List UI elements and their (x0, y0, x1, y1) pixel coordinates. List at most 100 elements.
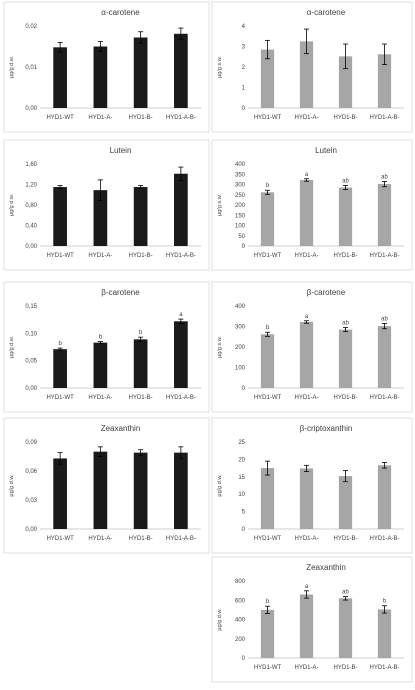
x-tick-label: HYD1-WT (46, 395, 74, 401)
y-tick-label: 0 (242, 244, 246, 250)
x-tick-label: HYD1-A-B- (369, 395, 399, 401)
significance-letter: b (139, 330, 143, 336)
bar (260, 334, 275, 388)
significance-letter: ab (381, 316, 388, 322)
y-tick-label: 0 (242, 656, 246, 662)
y-tick-label: 0,40 (25, 224, 37, 230)
bar (174, 452, 188, 529)
chart-panel-1: α-carotene μg/g d.w. 0,00 0,01 0,02 HYD1-WT HY… (3, 1, 210, 133)
y-tick-label: 200 (235, 637, 246, 643)
x-tick-label: HYD1-A- (88, 253, 112, 259)
y-tick-label: 0 (242, 106, 246, 112)
y-tick-label: 100 (235, 366, 246, 372)
x-tick-label: HYD1-A-B- (166, 395, 196, 401)
y-tick-label: 0,00 (25, 106, 37, 112)
bar (377, 465, 392, 529)
x-tick-label: HYD1-WT (254, 115, 282, 121)
chart-title: β-carotene (101, 288, 140, 297)
y-tick-label: 3 (242, 45, 246, 51)
bar (377, 54, 392, 108)
bar (93, 46, 108, 108)
bar (133, 37, 148, 109)
bar (260, 192, 275, 246)
significance-letter: a (179, 312, 183, 318)
y-tick-label: 5 (242, 510, 246, 516)
bar (260, 609, 275, 658)
bar (53, 458, 67, 529)
significance-letter: a (305, 584, 309, 590)
y-tick-label: 2 (242, 65, 246, 71)
bar (260, 468, 275, 529)
y-tick-label: 300 (235, 325, 246, 331)
y-axis-label: μg/g d.w. (217, 474, 223, 497)
y-tick-label: 0,09 (25, 440, 37, 446)
y-axis-label: μg/g d.w. (9, 193, 15, 216)
significance-letter: ab (381, 174, 388, 180)
y-tick-label: 0,02 (25, 24, 37, 30)
x-tick-label: HYD1-WT (254, 536, 282, 542)
x-tick-label: HYD1-A-B- (369, 115, 399, 121)
y-tick-label: 150 (235, 213, 246, 219)
chart-panel-4: Lutein μg/g s.w. 0 50 100 150 200 250 300 350 400 b… (211, 139, 413, 271)
bar (53, 187, 67, 246)
x-tick-label: HYD1-A-B- (369, 536, 399, 542)
y-tick-label: 800 (235, 579, 246, 585)
significance-letter: b (383, 599, 387, 605)
y-tick-label: 4 (242, 24, 246, 30)
y-tick-label: 0,00 (25, 244, 37, 250)
bar (338, 187, 353, 246)
bar (299, 321, 314, 388)
y-axis-label: μg/g d.w. (9, 335, 15, 358)
y-tick-label: 1,60 (25, 162, 37, 168)
y-axis-label: μg/g d.w. (9, 55, 15, 78)
x-tick-label: HYD1-WT (46, 253, 74, 259)
significance-letter: ab (342, 179, 349, 185)
significance-letter: b (266, 599, 270, 605)
y-tick-label: 400 (235, 618, 246, 624)
y-tick-label: 1 (242, 86, 246, 92)
chart-panel-2: α-carotene μg/g s.w. 0 1 2 3 4 HYD1-WT HYD1-A- HY… (211, 1, 413, 133)
x-tick-label: HYD1-A-B- (166, 253, 196, 259)
chart-panel-9: Zeaxanthin μg/g d.w. 0 200 400 600 800 b HYD1-WT… (211, 556, 413, 683)
bar (338, 476, 353, 529)
chart-panel-8: β-criptoxanthin μg/g d.w. 0 5 10 15 20 25 HYD1-W… (211, 417, 413, 554)
y-axis-label: μg/g s.w. (217, 56, 223, 78)
x-tick-label: HYD1-B- (333, 253, 357, 259)
bar (299, 41, 314, 108)
bar (133, 339, 148, 388)
bar (174, 321, 188, 388)
y-tick-label: 100 (235, 224, 246, 230)
x-tick-label: HYD1-WT (254, 665, 282, 671)
y-axis-label: μg/g s.w. (217, 336, 223, 358)
chart-title: β-criptoxanthin (300, 424, 353, 433)
bar (93, 190, 108, 246)
y-tick-label: 350 (235, 172, 246, 178)
x-tick-label: HYD1-A- (294, 253, 318, 259)
x-tick-label: HYD1-WT (254, 395, 282, 401)
bar (338, 56, 353, 108)
y-tick-label: 1,20 (25, 183, 37, 189)
x-tick-label: HYD1-A- (294, 115, 318, 121)
chart-title: β-carotene (307, 288, 346, 297)
x-tick-label: HYD1-A-B- (166, 115, 196, 121)
y-tick-label: 20 (238, 457, 245, 463)
chart-title: Zeaxanthin (306, 563, 346, 572)
bar (133, 452, 148, 529)
y-axis-label: μg/g d.w. (9, 474, 15, 497)
chart-panel-3: Lutein μg/g d.w. 0,00 0,40 0,80 1,20 1,60 HYD1-… (3, 139, 210, 271)
y-tick-label: 200 (235, 345, 246, 351)
y-tick-label: 0,00 (25, 527, 37, 533)
bar (377, 609, 392, 658)
x-tick-label: HYD1-B- (333, 115, 357, 121)
y-tick-label: 0,15 (25, 304, 37, 310)
bar (53, 349, 67, 388)
y-axis-label: μg/g s.w. (217, 194, 223, 216)
bar (377, 184, 392, 246)
chart-title: Lutein (110, 146, 132, 155)
chart-panel-7: Zeaxanthin μg/g d.w. 0,00 0,03 0,06 0,09 HYD1-… (3, 417, 210, 554)
x-tick-label: HYD1-A- (88, 395, 112, 401)
significance-letter: a (305, 314, 309, 320)
bar (93, 451, 108, 529)
